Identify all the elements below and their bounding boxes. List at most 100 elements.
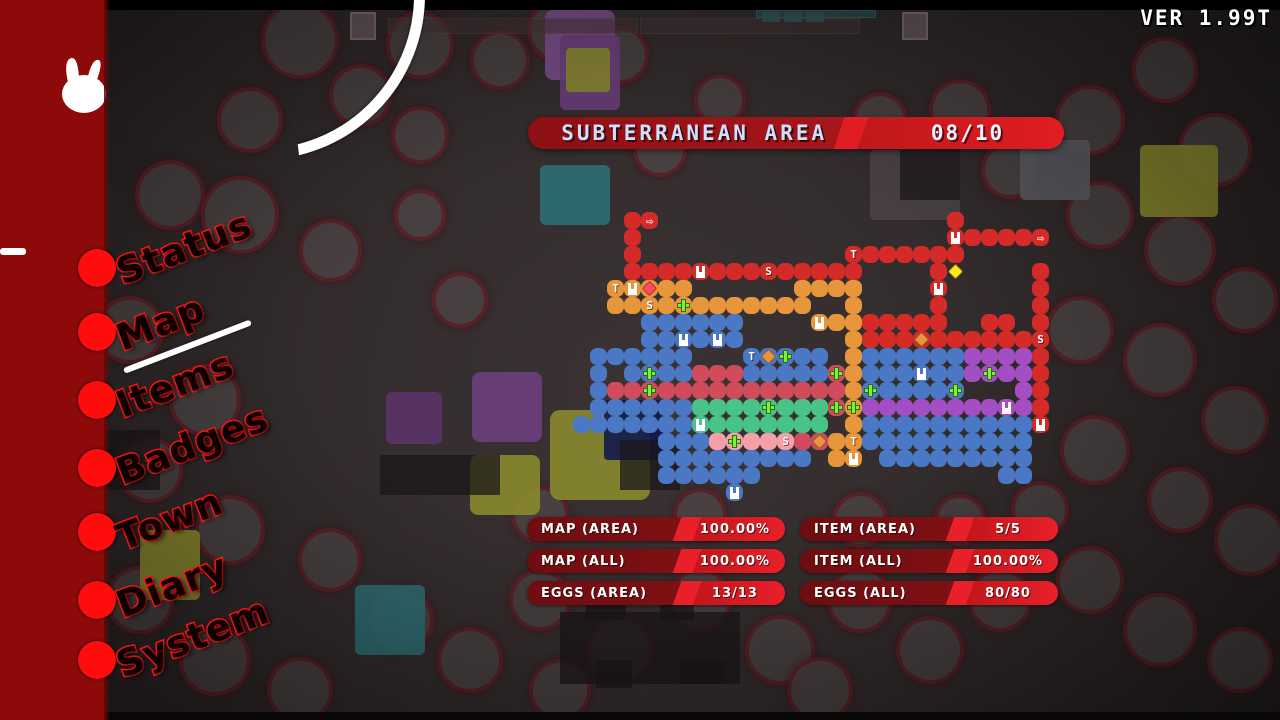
- map-cell: [828, 433, 845, 450]
- map-cell: [930, 348, 947, 365]
- map-cell: [777, 433, 794, 450]
- map-cell: [743, 416, 760, 433]
- map-cell: [726, 382, 743, 399]
- map-cell: [794, 365, 811, 382]
- map-cell: [590, 348, 607, 365]
- map-cell: [845, 331, 862, 348]
- map-cell: [607, 280, 624, 297]
- map-cell: [964, 416, 981, 433]
- menu-dot-badges[interactable]: [78, 449, 116, 487]
- background-polygon: [140, 530, 200, 600]
- map-cell: [930, 246, 947, 263]
- map-cell: [930, 399, 947, 416]
- map-cell: [913, 399, 930, 416]
- map-cell: [658, 280, 675, 297]
- map-cell: [794, 399, 811, 416]
- map-cell: [879, 314, 896, 331]
- map-cell: [777, 450, 794, 467]
- map-cell: [624, 263, 641, 280]
- map-cell: [777, 297, 794, 314]
- map-cell: [675, 433, 692, 450]
- map-cell: [641, 331, 658, 348]
- menu-dot-items[interactable]: [78, 381, 116, 419]
- map-marker-letter-t: T: [850, 435, 857, 448]
- map-cell: [811, 382, 828, 399]
- map-marker-plus-icon: [847, 401, 860, 414]
- map-cell: [658, 450, 675, 467]
- map-cell: [896, 382, 913, 399]
- map-cell: [913, 348, 930, 365]
- map-marker-bunny-icon: [934, 283, 943, 295]
- map-cell: [692, 433, 709, 450]
- map-cell: [1032, 280, 1049, 297]
- stat-row: ITEM (ALL) 100.00%: [800, 549, 1058, 573]
- map-cell: [658, 382, 675, 399]
- hud-chip-3: [806, 12, 824, 22]
- stat-row: MAP (ALL) 100.00%: [527, 549, 785, 573]
- map-marker-plus-icon: [983, 367, 996, 380]
- map-cell: [947, 212, 964, 229]
- stat-row: EGGS (ALL) 80/80: [800, 581, 1058, 605]
- map-cell: [641, 348, 658, 365]
- map-cell: [1015, 348, 1032, 365]
- map-cell: [777, 399, 794, 416]
- map-cell: [964, 433, 981, 450]
- map-cell: [607, 416, 624, 433]
- map-cell: [709, 297, 726, 314]
- map-marker-letter-s: S: [1037, 333, 1044, 346]
- map-cell: [709, 365, 726, 382]
- map-cell: [726, 416, 743, 433]
- map-cell: [641, 399, 658, 416]
- map-cell: [709, 433, 726, 450]
- map-marker-bunny-icon: [679, 334, 688, 346]
- map-cell: [1032, 348, 1049, 365]
- map-cell: [845, 348, 862, 365]
- map-marker-bunny-icon: [713, 334, 722, 346]
- map-marker-bunny-icon: [951, 232, 960, 244]
- letterbox-top: [0, 0, 1280, 10]
- map-marker-letter-s: S: [765, 265, 772, 278]
- menu-dot-system[interactable]: [78, 641, 116, 679]
- background-dark-shape: [900, 150, 960, 200]
- map-cell: [692, 399, 709, 416]
- menu-dot-town[interactable]: [78, 513, 116, 551]
- map-cell: [777, 382, 794, 399]
- map-cell: [879, 433, 896, 450]
- map-cell: [743, 297, 760, 314]
- map-cell: [998, 314, 1015, 331]
- map-marker-letter-s: S: [782, 435, 789, 448]
- background-blob: [139, 164, 201, 226]
- menu-dot-map[interactable]: [78, 313, 116, 351]
- map-cell: [760, 263, 777, 280]
- map-cell: [743, 382, 760, 399]
- map-cell: [726, 450, 743, 467]
- map-marker-bunny-icon: [730, 487, 739, 499]
- map-cell: [624, 246, 641, 263]
- map-cell: [981, 416, 998, 433]
- background-blob: [221, 91, 279, 149]
- map-cell: [1032, 314, 1049, 331]
- background-polygon: [1140, 145, 1218, 217]
- map-marker-arrow-icon: ⇨: [1036, 231, 1045, 245]
- map-cell: [964, 450, 981, 467]
- map-cell: [658, 314, 675, 331]
- stat-fill: [958, 517, 1058, 541]
- map-marker-plus-icon: [949, 384, 962, 397]
- background-blob: [900, 620, 960, 680]
- menu-dot-diary[interactable]: [78, 581, 116, 619]
- map-cell: [964, 331, 981, 348]
- map-cell: [947, 331, 964, 348]
- background-blob: [1050, 300, 1110, 360]
- map-cell: [828, 263, 845, 280]
- background-blob: [1205, 390, 1265, 450]
- map-cell: [998, 331, 1015, 348]
- map-cell: [1015, 382, 1032, 399]
- map-cell: [624, 416, 641, 433]
- background-polygon: [355, 585, 425, 655]
- hud-portrait-right: [902, 12, 928, 40]
- stat-label: MAP (AREA): [541, 521, 639, 537]
- map-marker-plus-icon: [677, 299, 690, 312]
- map-cell: [794, 348, 811, 365]
- background-blob: [1127, 327, 1193, 393]
- menu-dot-status[interactable]: [78, 249, 116, 287]
